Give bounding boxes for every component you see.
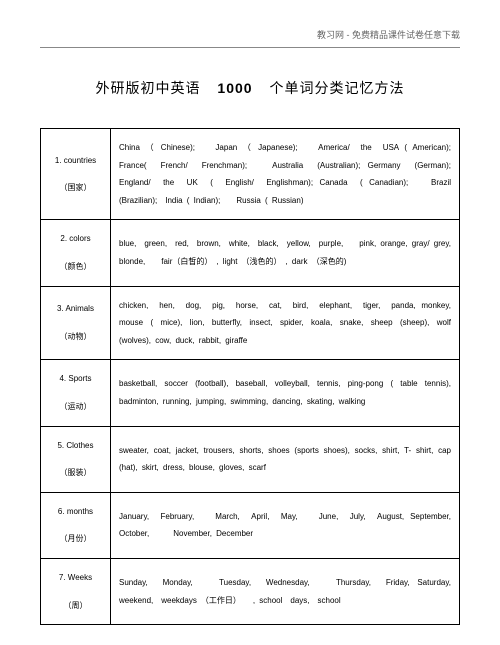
table-row: 6. months （月份） January, February, March, A… (41, 492, 460, 558)
page-header: 教习网 - 免费精品课件试卷任意下载 (40, 20, 460, 48)
category-en: 4. Sports (49, 370, 102, 388)
category-en: 7. Weeks (49, 569, 102, 587)
category-en: 2. colors (49, 230, 102, 248)
category-cell: 7. Weeks （周） (41, 558, 111, 624)
category-zh: （服装） (49, 464, 102, 482)
title-prefix: 外研版初中英语 (96, 80, 201, 96)
category-zh: （动物） (49, 328, 102, 346)
table-row: 3. Animals （动物） chicken, hen, dog, pig, ho… (41, 286, 460, 360)
content-cell: Sunday, Monday, Tuesday, Wednesday, Thur… (111, 558, 460, 624)
category-zh: （国家） (49, 179, 102, 197)
category-cell: 2. colors （颜色） (41, 220, 111, 286)
content-cell: chicken, hen, dog, pig, horse, cat, bird… (111, 286, 460, 360)
category-en: 1. countries (49, 152, 102, 170)
title-suffix: 个单词分类记忆方法 (269, 80, 404, 96)
table-row: 2. colors （颜色） blue, green, red, brown, wh… (41, 220, 460, 286)
category-cell: 4. Sports （运动） (41, 360, 111, 426)
table-row: 4. Sports （运动） basketball, soccer (footbal… (41, 360, 460, 426)
category-cell: 5. Clothes （服装） (41, 426, 111, 492)
category-cell: 1. countries （国家） (41, 129, 111, 220)
category-cell: 3. Animals （动物） (41, 286, 111, 360)
category-zh: （颜色） (49, 258, 102, 276)
category-en: 3. Animals (49, 300, 102, 318)
content-cell: sweater, coat, jacket, trousers, shorts,… (111, 426, 460, 492)
category-en: 5. Clothes (49, 437, 102, 455)
title-number: 1000 (217, 80, 252, 96)
table-row: 5. Clothes （服装） sweater, coat, jacket, tro… (41, 426, 460, 492)
document-title: 外研版初中英语 1000 个单词分类记忆方法 (40, 78, 460, 98)
category-cell: 6. months （月份） (41, 492, 111, 558)
table-row: 1. countries （国家） China （ Chinese); Japan … (41, 129, 460, 220)
content-cell: China （ Chinese); Japan （ Japanese); Ame… (111, 129, 460, 220)
content-cell: blue, green, red, brown, white, black, y… (111, 220, 460, 286)
table-row: 7. Weeks （周） Sunday, Monday, Tuesday, Wedn… (41, 558, 460, 624)
category-zh: （月份） (49, 530, 102, 548)
vocabulary-table: 1. countries （国家） China （ Chinese); Japan … (40, 128, 460, 625)
category-en: 6. months (49, 503, 102, 521)
category-zh: （运动） (49, 398, 102, 416)
content-cell: January, February, March, April, May, Ju… (111, 492, 460, 558)
content-cell: basketball, soccer (football), baseball,… (111, 360, 460, 426)
category-zh: （周） (49, 597, 102, 615)
